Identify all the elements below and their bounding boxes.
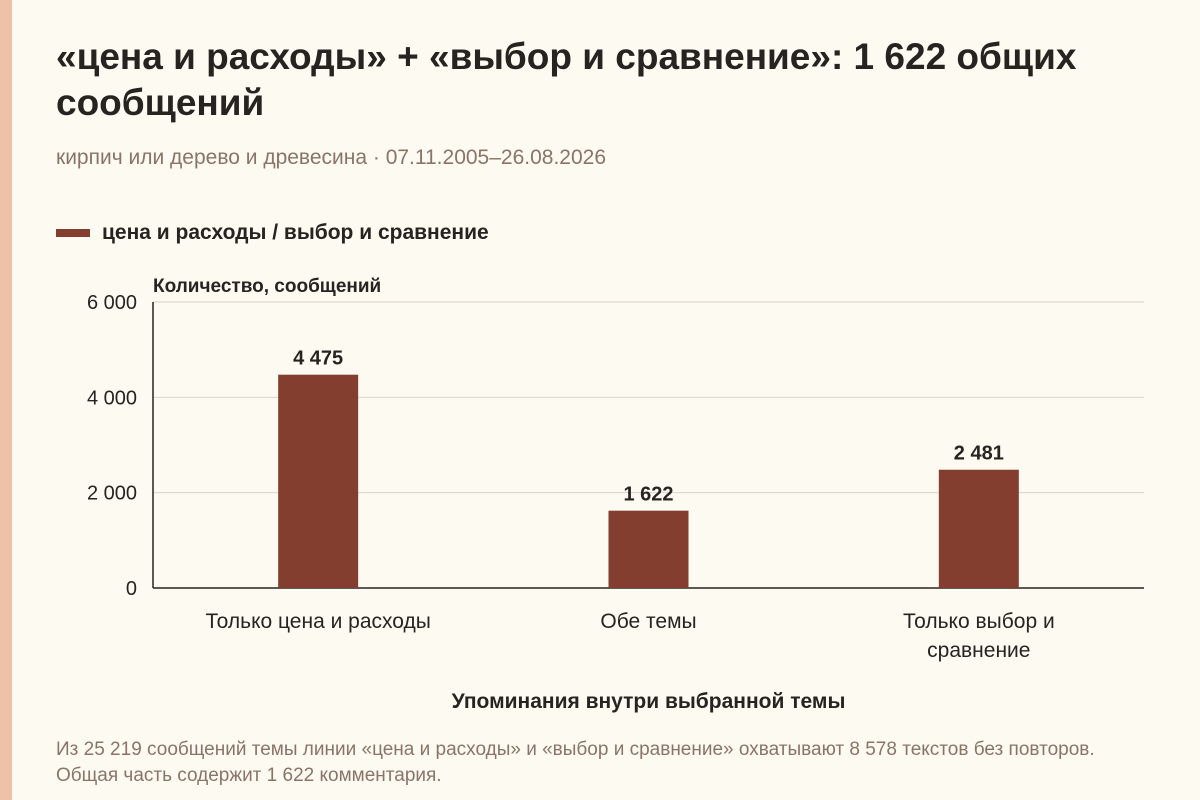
- y-tick-label: 2 000: [87, 483, 137, 505]
- bar-chart: Количество, сообщений 0 2 000 4 000 6 000 4 4…: [87, 276, 1144, 713]
- bar-value-label: 2 481: [954, 443, 1004, 465]
- accent-strip: [0, 0, 12, 800]
- y-axis-title: Количество, сообщений: [153, 276, 381, 297]
- chart-title: «цена и расходы» + «выбор и сравнение»: …: [56, 36, 1077, 123]
- legend: цена и расходы / выбор и сравнение: [56, 218, 489, 248]
- bar: [278, 374, 359, 588]
- bar-value-label: 1 622: [623, 484, 673, 506]
- x-category-label: Только цена и расходы: [205, 610, 430, 633]
- y-tick-label: 0: [126, 578, 137, 600]
- legend-label: цена и расходы / выбор и сравнение: [102, 221, 489, 244]
- bar: [938, 469, 1019, 588]
- footnote: Из 25 219 сообщений темы линии «цена и р…: [56, 739, 1095, 786]
- legend-swatch: [56, 229, 90, 237]
- bar: [608, 510, 689, 588]
- chart-subtitle: кирпич или дерево и древесина · 07.11.20…: [56, 146, 607, 169]
- y-tick-label: 4 000: [87, 387, 137, 409]
- y-tick-label: 6 000: [87, 292, 137, 314]
- x-axis-title: Упоминания внутри выбранной темы: [452, 690, 846, 713]
- x-category-label: Обе темы: [600, 610, 696, 633]
- x-category-label: Только выбор и сравнение: [903, 610, 1055, 662]
- bar-value-label: 4 475: [293, 348, 343, 370]
